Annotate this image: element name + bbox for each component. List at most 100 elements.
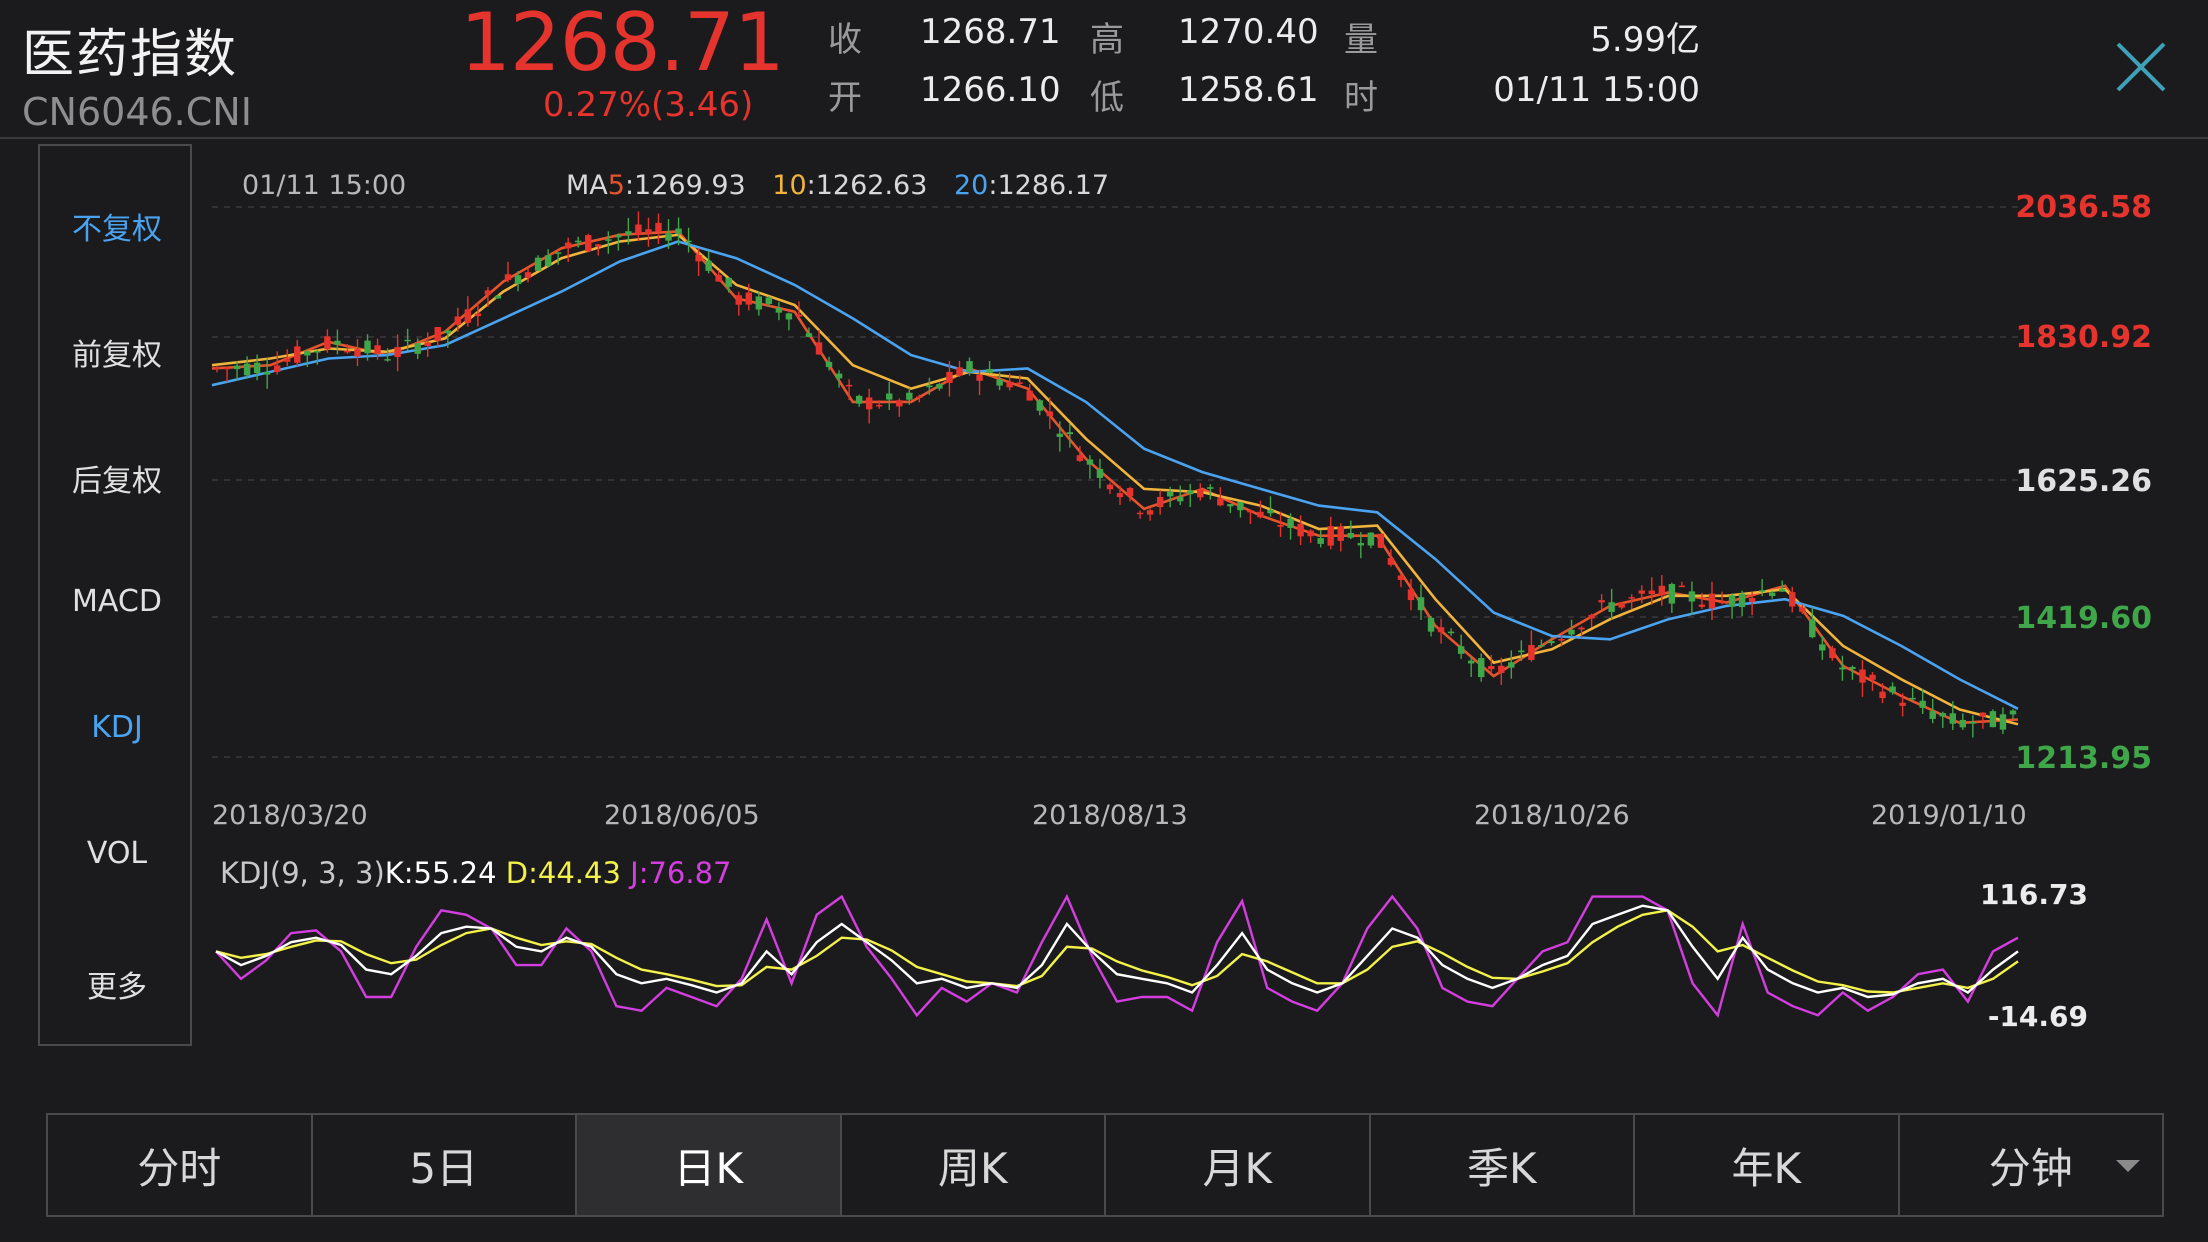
x-axis-label-3: 2018/08/13 (1032, 800, 1188, 831)
candlestick-chart[interactable] (0, 0, 2208, 1060)
high-label: 高 (1090, 20, 1124, 60)
candle-body (1397, 575, 1405, 580)
candle-body (1608, 602, 1615, 612)
candle-body (1929, 711, 1936, 719)
menu-item-more[interactable]: 更多 (87, 970, 147, 1005)
candle-body (294, 346, 301, 363)
kdj-name: KDJ(9, 3, 3) (220, 856, 385, 890)
candle-body (233, 365, 241, 370)
candle-body (855, 395, 863, 404)
candle-body (1066, 432, 1074, 435)
candle-body (865, 397, 873, 410)
candle-body (1197, 489, 1204, 498)
candle-body (715, 274, 722, 282)
candle-body (1036, 400, 1043, 411)
index-code: CN6046.CNI (22, 90, 252, 134)
candle-body (444, 330, 451, 334)
candle-body (1779, 589, 1786, 592)
candle-body (1789, 592, 1796, 607)
kdj-axis-min: -14.69 (1987, 1000, 2088, 1033)
candle-body (1869, 674, 1876, 680)
x-axis-label-1: 2018/03/20 (212, 800, 368, 831)
candle-body (374, 345, 381, 354)
candle-body (1166, 492, 1174, 497)
candle-body (916, 396, 923, 398)
candle-body (1237, 502, 1244, 511)
candle-body (1417, 597, 1425, 611)
volume-value: 5.99亿 (1590, 20, 1700, 60)
candle-body (1367, 532, 1375, 546)
candle-body (1748, 598, 1756, 602)
tab-daily-k[interactable]: 日K (577, 1115, 842, 1215)
candle-body (1508, 662, 1515, 668)
candle-body (1106, 484, 1114, 490)
close-icon[interactable] (2110, 36, 2172, 98)
candle-body (1859, 669, 1866, 683)
candle-body (1488, 666, 1495, 670)
ma-legend: MA5:1269.93 10:1262.63 20:1286.17 (566, 170, 1109, 201)
tab-5day[interactable]: 5日 (313, 1115, 577, 1215)
dropdown-caret-icon[interactable] (2116, 1160, 2140, 1172)
tab-intraday[interactable]: 分时 (48, 1115, 313, 1215)
candle-body (1307, 530, 1314, 537)
candle-body (364, 340, 371, 354)
candle-body (354, 349, 361, 357)
volume-label: 量 (1344, 20, 1378, 60)
candle-body (1568, 629, 1575, 635)
candle-body (1738, 593, 1746, 608)
candle-body (1447, 631, 1455, 634)
candle-body (1538, 645, 1545, 647)
ma-line-ma10 (211, 233, 2019, 726)
candle-body (615, 235, 622, 238)
candle-body (1086, 459, 1094, 465)
candle-body (274, 365, 281, 372)
kdj-legend: KDJ(9, 3, 3)K:55.24 D:44.43 J:76.87 (220, 856, 732, 890)
tab-weekly-k[interactable]: 周K (842, 1115, 1106, 1215)
time-label: 时 (1344, 78, 1378, 118)
candle-body (1407, 589, 1415, 601)
candle-body (1919, 700, 1926, 708)
candle-body (1327, 526, 1334, 546)
candle-body (605, 239, 612, 241)
close-value: 1268.71 (920, 12, 1061, 52)
candle-body (1026, 390, 1033, 401)
tab-yearly-k[interactable]: 年K (1635, 1115, 1900, 1215)
candle-body (825, 361, 833, 368)
candle-body (1889, 686, 1896, 693)
candle-body (1658, 585, 1666, 596)
tab-quarterly-k[interactable]: 季K (1371, 1115, 1635, 1215)
candle-body (956, 367, 963, 376)
candle-body (1648, 590, 1655, 595)
candle-body (434, 327, 441, 341)
candle-body (665, 233, 672, 241)
candle-body (585, 235, 592, 252)
candle-body (1177, 497, 1184, 502)
candle-body (876, 404, 883, 407)
candle-body (966, 361, 973, 373)
candle-body (1638, 590, 1645, 594)
menu-item-vol[interactable]: VOL (86, 836, 148, 871)
menu-item-kdj[interactable]: KDJ (91, 710, 143, 745)
tab-minute[interactable]: 分钟 (1900, 1115, 2163, 1215)
candle-body (334, 340, 341, 345)
candle-body (314, 351, 321, 353)
menu-item-forward-adjust[interactable]: 前复权 (72, 338, 162, 373)
indicator-menu: 不复权 前复权 后复权 MACD KDJ VOL 更多 (38, 144, 192, 1046)
menu-item-backward-adjust[interactable]: 后复权 (72, 464, 162, 499)
candle-body (1437, 627, 1445, 633)
kdj-j-line (215, 893, 2019, 1018)
candle-body (815, 342, 823, 355)
y-axis-label-5: 1213.95 (2015, 741, 2152, 776)
menu-item-macd[interactable]: MACD (72, 584, 162, 619)
candle-body (1227, 504, 1234, 507)
candle-body (1146, 510, 1154, 515)
ma20-key: 20 (954, 170, 989, 201)
candle-body (404, 339, 411, 342)
candle-body (464, 309, 472, 323)
candle-body (1156, 496, 1164, 508)
menu-item-no-adjust[interactable]: 不复权 (72, 212, 162, 247)
tab-intraday-label: 分时 (137, 1143, 222, 1193)
tab-monthly-k[interactable]: 月K (1106, 1115, 1371, 1215)
candle-body (1949, 713, 1956, 724)
candle-body (263, 372, 271, 375)
